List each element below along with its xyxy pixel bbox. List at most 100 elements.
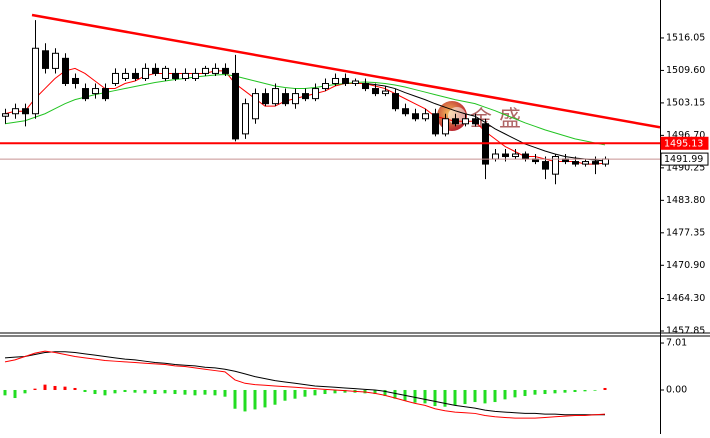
- macd-bar: [3, 389, 7, 396]
- macd-bar: [143, 389, 147, 394]
- macd-bar: [393, 389, 397, 399]
- macd-bar: [433, 389, 437, 407]
- candle-body: [392, 93, 399, 110]
- candle-body: [172, 72, 179, 79]
- candle-body: [232, 72, 239, 140]
- macd-bar: [593, 389, 597, 391]
- trend-line: [31, 13, 660, 129]
- macd-bar: [483, 389, 487, 404]
- macd-bar: [413, 389, 417, 403]
- macd-bar: [553, 389, 557, 394]
- candle-body: [132, 72, 139, 79]
- y-tick-label: 1477.35: [666, 227, 705, 238]
- y-tick-label: 1490.25: [666, 162, 705, 173]
- y-tick-label: 1503.15: [666, 97, 705, 108]
- macd-bar: [103, 389, 107, 396]
- candle-body: [62, 57, 69, 85]
- macd-bar: [153, 389, 157, 395]
- macd-bar: [323, 389, 327, 395]
- price-level-label: 1495.13: [664, 138, 703, 149]
- macd-y-tick-label: 0.00: [666, 384, 687, 395]
- macd-bar: [503, 389, 507, 400]
- candle-body: [272, 88, 279, 105]
- macd-bar: [133, 389, 137, 393]
- candle-body: [282, 93, 289, 105]
- candle-body: [522, 153, 529, 160]
- candle-body: [512, 153, 519, 158]
- candle-body: [32, 47, 39, 115]
- macd-bar: [283, 389, 287, 401]
- price-level-box: [660, 152, 709, 166]
- candle-body: [552, 156, 559, 175]
- macd-bar: [543, 389, 547, 395]
- candle-body: [592, 161, 599, 165]
- macd-bar: [163, 389, 167, 394]
- macd-bar: [333, 389, 337, 394]
- candle-body: [2, 113, 9, 117]
- y-tick-label: 1470.90: [666, 260, 705, 271]
- macd-bar: [193, 389, 197, 396]
- candle-body: [572, 161, 579, 165]
- candle-body: [52, 52, 59, 69]
- macd-bar: [13, 389, 17, 399]
- candle-body: [12, 108, 19, 115]
- macd-bar: [123, 389, 127, 392]
- macd-y-tick-label: 7.01: [666, 338, 687, 349]
- macd-bar: [63, 386, 67, 390]
- candle-body: [362, 83, 369, 90]
- candle-body: [542, 161, 549, 170]
- candle-body: [372, 88, 379, 95]
- macd-bar: [83, 389, 87, 392]
- macd-bar: [253, 389, 257, 410]
- macd-bar: [523, 389, 527, 397]
- candle-body: [352, 80, 359, 85]
- macd-bar: [583, 389, 587, 392]
- candle-body: [452, 118, 459, 125]
- macd-bar: [533, 389, 537, 395]
- price-level-box: [660, 136, 709, 150]
- candle-body: [492, 153, 499, 160]
- macd-bar: [573, 389, 577, 392]
- macd-bar: [473, 389, 477, 403]
- candle-body: [242, 103, 249, 135]
- macd-bar: [73, 387, 77, 390]
- macd-bar: [203, 389, 207, 395]
- macd-bar: [273, 389, 277, 405]
- candle-body: [582, 161, 589, 165]
- candle-body: [412, 113, 419, 120]
- macd-bar: [113, 389, 117, 394]
- macd-bar: [293, 389, 297, 399]
- candle-body: [142, 67, 149, 79]
- candle-body: [212, 67, 219, 74]
- macd-line: [4, 350, 606, 419]
- macd-bar: [373, 389, 377, 395]
- candle-body: [472, 118, 479, 125]
- macd-bar: [53, 385, 57, 390]
- y-tick-label: 1464.30: [666, 293, 705, 304]
- candle-body: [322, 83, 329, 90]
- candle-body: [202, 67, 209, 74]
- macd-bar: [23, 389, 27, 394]
- candle-body: [402, 108, 409, 115]
- candle-body: [252, 93, 259, 120]
- macd-bar: [603, 387, 607, 390]
- macd-bar: [233, 389, 237, 409]
- macd-bar: [33, 388, 37, 390]
- y-tick-label: 1516.05: [666, 32, 705, 43]
- macd-bar: [563, 389, 567, 393]
- macd-bar: [93, 389, 97, 395]
- candle-body: [102, 88, 109, 100]
- y-tick-label: 1509.60: [666, 65, 705, 76]
- candle-body: [312, 88, 319, 100]
- candle-body: [22, 108, 29, 115]
- candle-body: [72, 77, 79, 85]
- macd-bar: [493, 389, 497, 403]
- candle-body: [82, 88, 89, 100]
- y-tick-label: 1496.70: [666, 130, 705, 141]
- macd-bar: [303, 389, 307, 397]
- candle-body: [422, 113, 429, 120]
- macd-bar: [173, 389, 177, 395]
- candle-body: [222, 67, 229, 74]
